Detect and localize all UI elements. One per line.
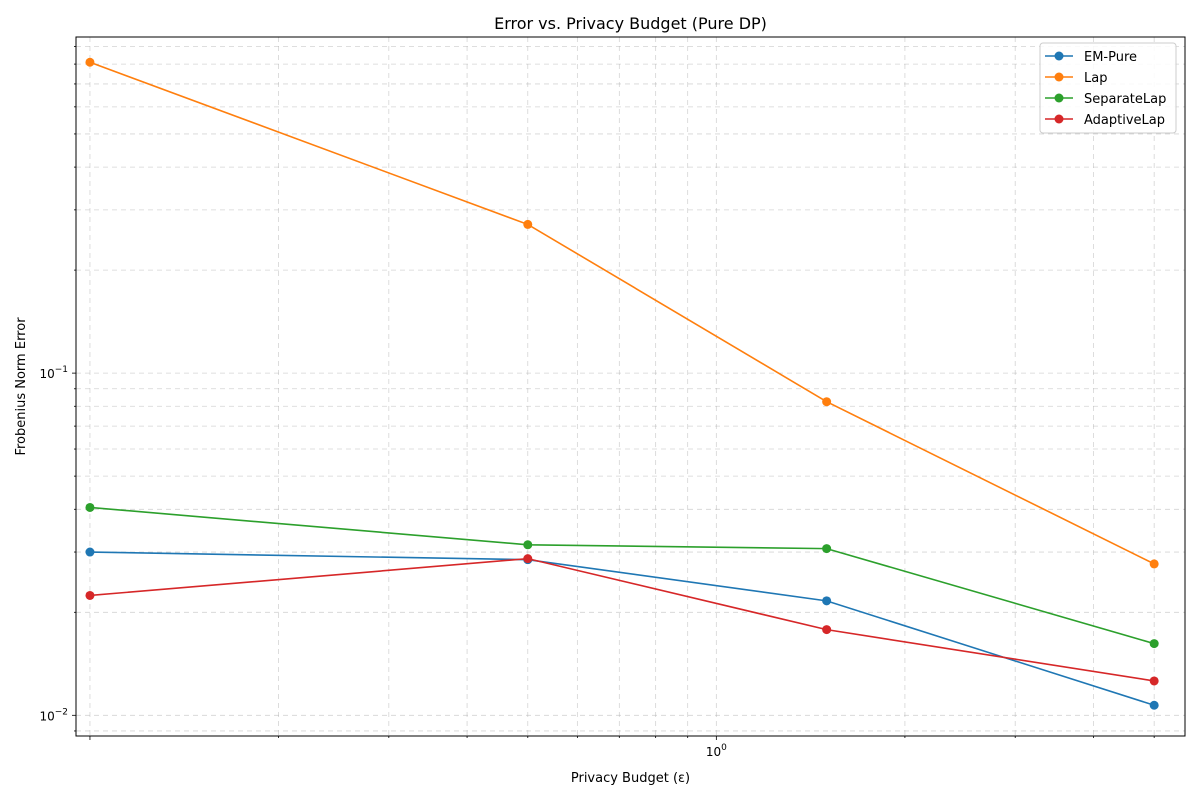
- legend-label: Lap: [1084, 71, 1107, 86]
- data-point: [1149, 639, 1159, 649]
- data-point: [822, 625, 832, 635]
- legend-marker: [1054, 51, 1064, 61]
- data-point: [523, 219, 533, 229]
- data-point: [1149, 700, 1159, 710]
- x-tick-label: 100: [706, 743, 727, 759]
- y-tick-label: 10−2: [39, 707, 68, 723]
- data-point: [85, 57, 95, 67]
- chart-title: Error vs. Privacy Budget (Pure DP): [494, 14, 767, 33]
- data-point: [822, 397, 832, 407]
- series-line: [89, 61, 1155, 565]
- legend-item: EM-Pure: [1045, 50, 1137, 65]
- legend-label: AdaptiveLap: [1084, 113, 1165, 128]
- axis-ticks: 100 10−1 10−2: [39, 46, 1155, 759]
- series-line: [89, 506, 1155, 645]
- data-point: [85, 547, 95, 557]
- data-point: [1149, 559, 1159, 569]
- data-point: [523, 554, 533, 564]
- legend: EM-Pure Lap SeparateLap AdaptiveLap: [1039, 42, 1177, 134]
- data-point: [85, 590, 95, 600]
- legend-marker: [1054, 114, 1064, 124]
- data-point: [85, 502, 95, 512]
- data-point: [822, 596, 832, 606]
- series-lap: [85, 57, 1159, 569]
- legend-item: SeparateLap: [1045, 92, 1166, 107]
- x-axis-label: Privacy Budget (ε): [571, 771, 690, 786]
- data-point: [1149, 676, 1159, 686]
- legend-item: AdaptiveLap: [1045, 113, 1165, 128]
- series-adaptivelap: [85, 554, 1159, 686]
- legend-label: SeparateLap: [1084, 92, 1166, 107]
- grid: [76, 37, 1185, 736]
- plot-frame: [75, 36, 1186, 737]
- plot-background: [76, 37, 1185, 736]
- y-tick-label: 10−1: [39, 365, 68, 381]
- series-separatelap: [85, 502, 1159, 649]
- legend-marker: [1054, 93, 1064, 103]
- data-point: [822, 544, 832, 554]
- series-group: [85, 57, 1159, 710]
- series-line: [89, 557, 1155, 682]
- legend-marker: [1054, 72, 1064, 82]
- legend-box: [1039, 42, 1177, 134]
- y-axis-label: Frobenius Norm Error: [14, 317, 29, 456]
- series-line: [89, 551, 1155, 707]
- legend-item: Lap: [1045, 71, 1107, 86]
- data-point: [523, 540, 533, 550]
- legend-items: EM-Pure Lap SeparateLap AdaptiveLap: [1045, 50, 1166, 128]
- legend-label: EM-Pure: [1084, 50, 1137, 65]
